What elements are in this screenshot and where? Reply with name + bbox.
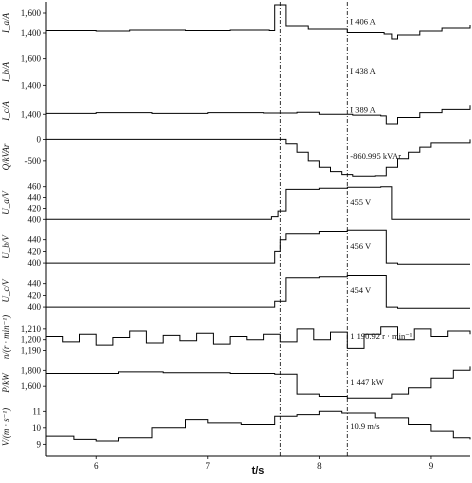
series-line-ua (46, 186, 470, 220)
y-axis-label-ib: I_b/A (1, 62, 11, 83)
y-tick-label-uc-1: 420 (28, 290, 42, 300)
y-tick-label-ia-1: 1,600 (21, 8, 42, 18)
y-tick-label-q-0: 0 (37, 134, 42, 144)
series-line-q (46, 138, 471, 177)
x-tick-label-2: 8 (317, 461, 322, 471)
series-line-v (46, 410, 471, 442)
annotation-q: -860.995 kVAr (350, 151, 401, 161)
y-tick-label-ua-3: 460 (28, 182, 42, 192)
y-tick-label-ub-1: 420 (28, 246, 42, 256)
series-line-ic (46, 105, 471, 125)
x-tick-label-3: 9 (429, 461, 434, 471)
y-tick-label-n-2: 1,210 (21, 324, 42, 334)
y-tick-label-v-2: 11 (32, 406, 41, 416)
y-tick-label-v-1: 10 (32, 423, 42, 433)
series-line-n (46, 326, 471, 349)
series-line-ub (46, 229, 470, 265)
y-axis-label-p: P/kW (1, 372, 11, 394)
y-axis-label-n: n/(r · min⁻¹) (1, 315, 11, 359)
y-tick-label-ub-0: 400 (28, 258, 42, 268)
x-tick-label-0: 6 (94, 461, 99, 471)
series-line-ia (46, 4, 471, 40)
y-tick-label-ua-2: 440 (28, 193, 42, 203)
y-tick-label-n-1: 1,200 (21, 335, 42, 345)
series-line-uc (46, 275, 470, 309)
y-axis-label-ub: U_b/V (1, 234, 11, 259)
annotation-ic: I 389 A (350, 104, 376, 114)
y-tick-label-n-0: 1,190 (21, 346, 42, 356)
y-tick-label-uc-2: 440 (28, 279, 42, 289)
y-tick-label-p-1: 1,800 (21, 365, 42, 375)
x-axis-label: t/s (252, 465, 265, 477)
y-tick-label-uc-0: 400 (28, 302, 42, 312)
annotation-ua: 455 V (350, 197, 372, 207)
annotation-ub: 456 V (350, 241, 372, 251)
y-tick-label-p-0: 1,600 (21, 381, 42, 391)
y-axis-label-q: Q/kVAr (1, 143, 11, 170)
y-tick-label-ua-1: 420 (28, 203, 42, 213)
y-tick-label-ic-0: 1,400 (21, 109, 42, 119)
y-axis-label-uc: U_c/V (1, 278, 11, 302)
annotation-ib: I 438 A (350, 66, 376, 76)
y-tick-label-ia-0: 1,400 (21, 28, 42, 38)
y-axis-label-ua: U_a/V (1, 190, 11, 215)
annotation-ia: I 406 A (350, 17, 376, 27)
y-axis-label-ia: I_a/A (1, 13, 11, 34)
y-tick-label-q-1: -500 (25, 156, 42, 166)
annotation-p: 1 447 kW (350, 377, 384, 387)
y-tick-label-ib-1: 1,600 (21, 54, 42, 64)
y-axis-label-v: V/(m · s⁻¹) (1, 408, 11, 446)
series-line-p (46, 366, 471, 399)
y-tick-label-ua-0: 400 (28, 214, 42, 224)
annotation-uc: 454 V (350, 285, 372, 295)
y-tick-label-ib-0: 1,400 (21, 80, 42, 90)
y-axis-label-ic: I_c/A (1, 101, 11, 122)
y-tick-label-v-0: 9 (37, 439, 42, 449)
annotation-v: 10.9 m/s (350, 421, 379, 431)
x-tick-label-1: 7 (206, 461, 211, 471)
annotation-n: 1 190.92 r · min⁻¹ (350, 331, 412, 341)
y-tick-label-ub-2: 440 (28, 235, 42, 245)
